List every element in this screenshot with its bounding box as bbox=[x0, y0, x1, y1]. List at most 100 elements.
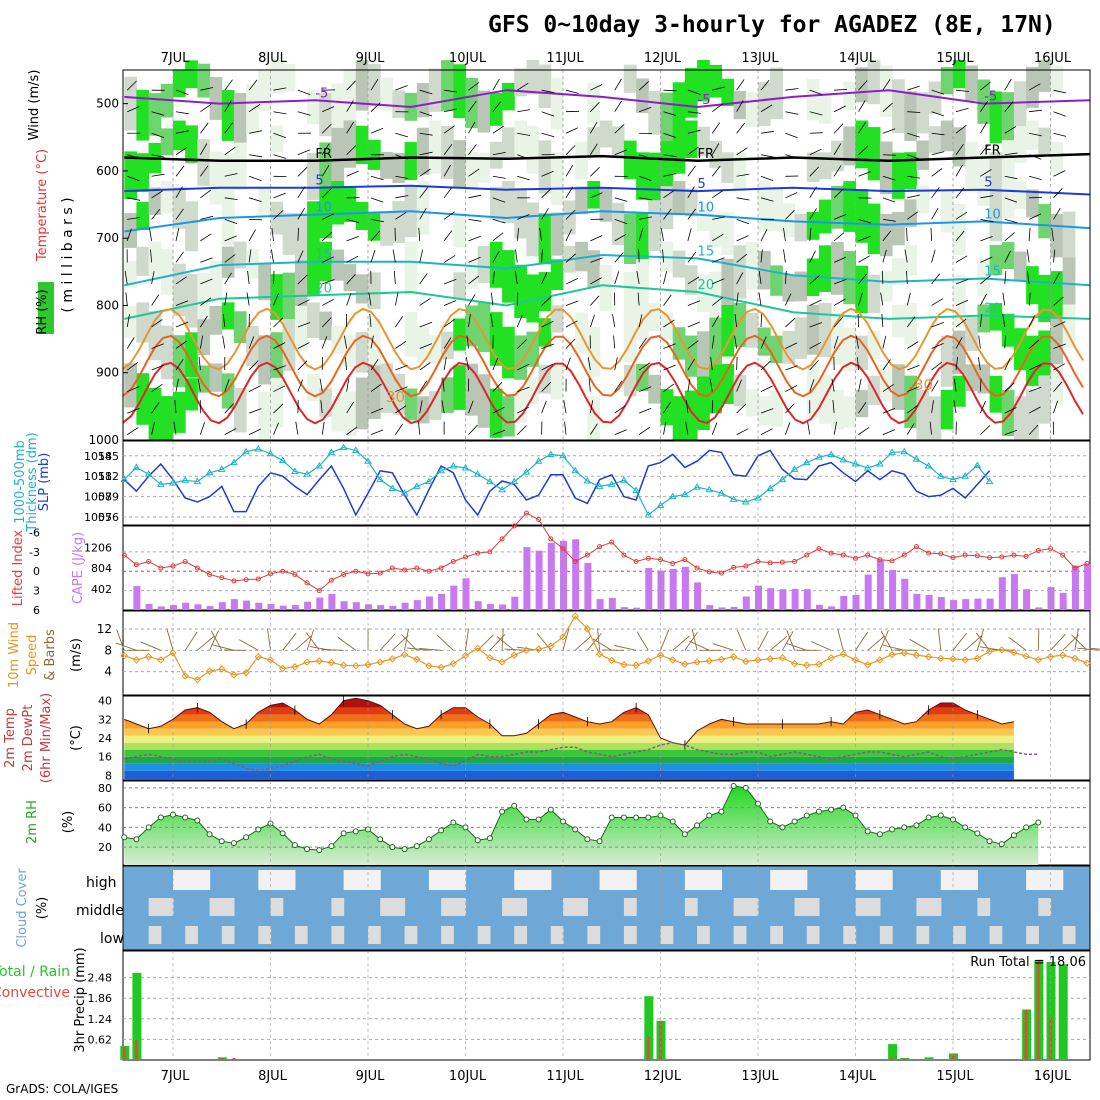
wind-barb bbox=[589, 314, 595, 328]
rh-shade bbox=[940, 67, 954, 95]
wind-barb bbox=[954, 378, 957, 392]
precip-convective-bar bbox=[659, 1020, 662, 1060]
wind-speed-marker bbox=[498, 658, 506, 666]
wind-barb bbox=[931, 187, 940, 199]
thickness-marker bbox=[985, 477, 994, 485]
wind-speed-marker bbox=[278, 664, 287, 673]
rh-shade bbox=[538, 272, 552, 312]
wind-barb bbox=[785, 318, 796, 328]
wind-barb bbox=[468, 256, 481, 263]
wind-barb bbox=[785, 342, 798, 349]
rh-shade bbox=[977, 79, 991, 124]
wind-speed-marker bbox=[547, 642, 555, 650]
wind-barb bbox=[419, 647, 442, 651]
thickness-marker bbox=[425, 477, 433, 485]
wind-barb bbox=[346, 255, 359, 263]
wind-barb bbox=[468, 314, 471, 328]
wind-barb bbox=[784, 270, 787, 284]
cape-bar bbox=[572, 539, 580, 610]
lifted-index-marker bbox=[840, 552, 846, 558]
lifted-index-marker bbox=[158, 565, 164, 571]
rh-shade bbox=[355, 377, 369, 430]
wind-barb bbox=[684, 632, 698, 651]
wind-barb bbox=[736, 629, 747, 651]
wind-barb bbox=[297, 227, 299, 241]
cloud-gap bbox=[380, 898, 393, 916]
wind-barb bbox=[419, 249, 424, 263]
wind-barb bbox=[248, 229, 256, 242]
wind-barb bbox=[955, 255, 968, 263]
rh-shade bbox=[404, 241, 418, 296]
rh-shade bbox=[197, 63, 211, 98]
cape-bar bbox=[815, 604, 823, 610]
wind-barb bbox=[980, 256, 993, 263]
cape-bar bbox=[986, 598, 994, 610]
cloud-row-label: low bbox=[100, 931, 124, 947]
wind-barb bbox=[297, 166, 308, 177]
axis-label-rh: RH (%) bbox=[35, 289, 50, 334]
rh-shade bbox=[806, 304, 820, 355]
wind-barb bbox=[175, 340, 187, 349]
rh-shade bbox=[989, 91, 1003, 144]
isotherm-label: 15 bbox=[984, 265, 1001, 280]
rh-shade bbox=[843, 81, 856, 111]
wind-barb bbox=[1071, 634, 1088, 651]
precip-convective-bar bbox=[890, 1058, 894, 1060]
wind-barb bbox=[418, 227, 421, 241]
wind-barb bbox=[709, 378, 713, 392]
wind-barb bbox=[395, 211, 407, 220]
wind-barb bbox=[200, 233, 212, 242]
wind-barb bbox=[1004, 232, 1015, 242]
temperature-band bbox=[124, 756, 1014, 764]
rh-shade bbox=[343, 187, 357, 222]
rh-shade bbox=[733, 245, 747, 299]
wind-barb bbox=[980, 195, 994, 199]
rh-shade bbox=[843, 251, 856, 305]
rh-shade bbox=[1013, 251, 1027, 282]
wind-barb bbox=[492, 270, 495, 284]
panel-frame bbox=[122, 610, 1091, 696]
lifted-index-marker bbox=[463, 554, 468, 560]
wind-barb bbox=[663, 154, 677, 157]
cape-bar bbox=[876, 559, 884, 610]
rh-shade bbox=[368, 365, 381, 419]
wind-barb bbox=[238, 639, 259, 651]
cloud-gap bbox=[502, 898, 515, 916]
wind-barb bbox=[785, 403, 795, 414]
wind-barb bbox=[1004, 78, 1012, 91]
wind-barb bbox=[1008, 636, 1027, 651]
wind-barb bbox=[955, 299, 969, 306]
cloud-gap bbox=[745, 898, 759, 916]
rh-shade bbox=[526, 377, 540, 405]
wind-barb bbox=[140, 641, 161, 651]
wind-barb bbox=[1028, 83, 1041, 91]
run-total-label: Run Total = 18.06 bbox=[970, 955, 1086, 970]
wind-speed-marker bbox=[778, 654, 787, 662]
wind-speed-marker bbox=[534, 645, 543, 653]
cape-bar bbox=[535, 550, 543, 610]
wind-barb bbox=[980, 275, 991, 285]
cape-bar bbox=[974, 598, 982, 610]
wind-barb bbox=[565, 338, 576, 349]
wind-barb bbox=[442, 378, 445, 392]
rh-shade bbox=[294, 305, 308, 351]
rh-legend-swatch bbox=[38, 282, 54, 334]
rh-shade bbox=[989, 244, 1003, 275]
rh-shade bbox=[270, 125, 284, 153]
wind-barb bbox=[882, 128, 896, 134]
wind-barb bbox=[955, 164, 963, 177]
rh-shade bbox=[307, 246, 320, 295]
lifted-index-marker bbox=[243, 577, 249, 583]
wind-barb bbox=[200, 297, 212, 306]
rh-shade bbox=[1013, 126, 1027, 163]
wind-speed-marker bbox=[254, 653, 263, 661]
wind-barb bbox=[638, 81, 649, 91]
rh-shade bbox=[818, 303, 832, 357]
rh-shade bbox=[867, 203, 881, 255]
slp-line bbox=[123, 449, 991, 517]
wind-barb bbox=[833, 316, 844, 328]
rh-shade bbox=[1038, 127, 1051, 155]
wind-barb bbox=[783, 227, 786, 241]
rh-area bbox=[124, 786, 1039, 865]
wind-barb bbox=[320, 400, 323, 414]
